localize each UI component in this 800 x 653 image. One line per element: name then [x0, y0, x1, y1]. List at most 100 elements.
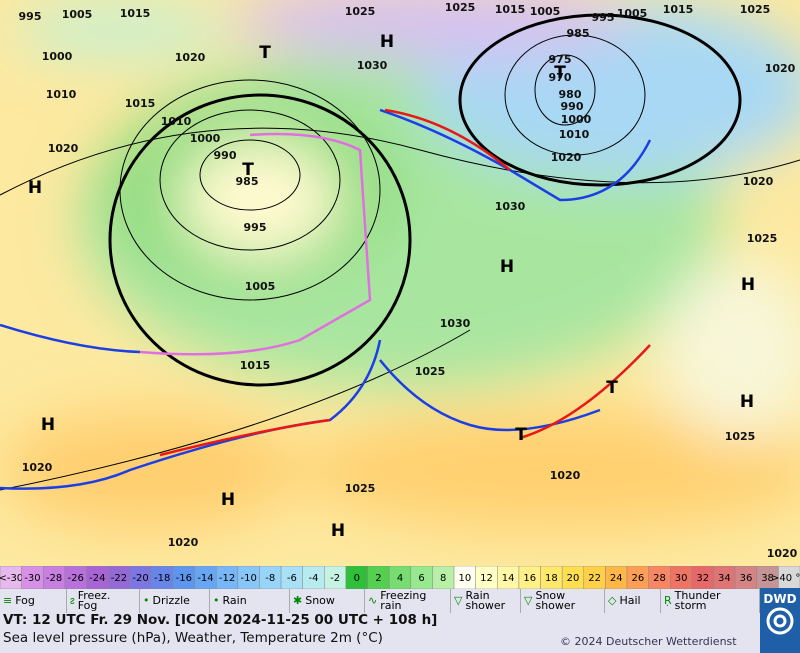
- isobar-label: 1000: [42, 50, 73, 63]
- scale-label: 26: [631, 573, 644, 584]
- pressure-center: H: [740, 392, 754, 412]
- map: 995 1005 1015 1025 1025 1015 1005 995 1005 1015 10…: [0, 0, 800, 566]
- legend-icon: ◇: [608, 594, 617, 607]
- scale-label: -8: [265, 573, 275, 584]
- legend-label: Freezing rain: [380, 589, 427, 612]
- isobar-label: 1025: [725, 430, 756, 443]
- legend-icon: ▽: [524, 594, 533, 607]
- isobar-label: 1025: [445, 1, 476, 14]
- scale-label: -18: [154, 573, 170, 584]
- scale-label: -28: [46, 573, 62, 584]
- scale-label: 14: [502, 573, 515, 584]
- isobar-label: 1010: [46, 88, 77, 101]
- legend-icon: ≡: [3, 594, 13, 607]
- legend-icon: Ṛ: [664, 594, 672, 607]
- isobar-label: 1020: [743, 175, 774, 188]
- legend-icon: ᴤ: [70, 594, 75, 607]
- scale-label: 2: [375, 573, 381, 584]
- legend-icon: ∿: [368, 594, 378, 607]
- scale-label: >40 °C: [771, 573, 800, 584]
- pressure-center: T: [515, 425, 527, 445]
- scale-label: -22: [111, 573, 127, 584]
- scale-label: 30: [675, 573, 688, 584]
- temperature-field: [0, 0, 800, 530]
- valid-time: VT: 12 UTC Fr. 29 Nov. [ICON 2024-11-25 …: [3, 612, 438, 628]
- legend-icon: ▽: [454, 594, 463, 607]
- isobar-label: 1000: [561, 113, 592, 126]
- scale-label: -26: [68, 573, 84, 584]
- isobar-label: 970: [549, 71, 572, 84]
- legend-label: Thunder storm: [674, 589, 721, 612]
- isobar-label: 1005: [530, 5, 561, 18]
- dwd-logo: DWD: [760, 588, 800, 653]
- isobars: [0, 13, 800, 491]
- legend-icon: •: [143, 594, 150, 607]
- scale-label: 4: [397, 573, 403, 584]
- isobar-label: 1005: [62, 8, 93, 21]
- isobar-label: 1020: [22, 461, 53, 474]
- isobar-label: 1000: [190, 132, 221, 145]
- scale-label: 0: [354, 573, 360, 584]
- scale-label: -10: [240, 573, 256, 584]
- scale-label: 38: [761, 573, 774, 584]
- legend-item: ◇ Hail: [605, 589, 661, 613]
- legend-label: Rain: [222, 594, 247, 607]
- isobar-label: 995: [19, 10, 42, 23]
- legend-label: Snow: [305, 594, 335, 607]
- isobar-label: 1020: [175, 51, 206, 64]
- isobar-label: 1015: [240, 359, 271, 372]
- legend-item: • Rain: [210, 589, 290, 613]
- isobar-label: 1020: [551, 151, 582, 164]
- legend-item: • Drizzle: [140, 589, 210, 613]
- pressure-center: H: [380, 32, 394, 52]
- isobar-label: 985: [236, 175, 259, 188]
- weather-legend: ≡ Fog ᴤ Freez. Fog • Drizzle • Rain ✱ Snow ∿ Freezi…: [0, 589, 760, 613]
- isobar-label: 1015: [495, 3, 526, 16]
- isobar-label: 1020: [48, 142, 79, 155]
- isobar-label: 990: [214, 149, 237, 162]
- pressure-center: H: [741, 275, 755, 295]
- legend-icon: •: [213, 594, 220, 607]
- pressure-center: H: [500, 257, 514, 277]
- scale-label: 6: [418, 573, 424, 584]
- isobar-label: 1020: [168, 536, 199, 549]
- scale-label: -4: [309, 573, 319, 584]
- pressure-center: T: [554, 63, 566, 83]
- scale-label: 22: [588, 573, 601, 584]
- isobar-label: 1005: [245, 280, 276, 293]
- legend-item: ≡ Fog: [0, 589, 67, 613]
- isobar-label: 1025: [740, 3, 771, 16]
- scale-label: 32: [696, 573, 709, 584]
- isobar-label: 1015: [120, 7, 151, 20]
- scale-label: 18: [545, 573, 558, 584]
- scale-label: -14: [197, 573, 213, 584]
- legend-label: Hail: [619, 594, 641, 607]
- scale-label: 16: [523, 573, 536, 584]
- isobar-label: 1030: [357, 59, 388, 72]
- isobar-label: 1025: [345, 482, 376, 495]
- scale-label: -2: [330, 573, 340, 584]
- pressure-center: H: [28, 178, 42, 198]
- legend-item: ∿ Freezing rain: [365, 589, 451, 613]
- isobar-label: 1025: [345, 5, 376, 18]
- scale-label: 28: [653, 573, 666, 584]
- legend-label: Snow shower: [535, 589, 576, 612]
- isobar-label: 1020: [550, 469, 581, 482]
- scale-label: -12: [219, 573, 235, 584]
- logo-swirl: [766, 607, 794, 635]
- isobar-label: 985: [567, 27, 590, 40]
- legend-item: Ṛ Thunder storm: [661, 589, 760, 613]
- scale-label: 36: [740, 573, 753, 584]
- pressure-center: H: [221, 490, 235, 510]
- isobar-label: 1030: [440, 317, 471, 330]
- isobar-label: 995: [244, 221, 267, 234]
- scale-label: 8: [440, 573, 446, 584]
- isobar-label: 995: [592, 11, 615, 24]
- logo-text: DWD: [763, 592, 797, 606]
- isobar-label: 1025: [415, 365, 446, 378]
- pressure-center: T: [606, 378, 618, 398]
- isobar-label: 1030: [495, 200, 526, 213]
- isobar-label: 1025: [747, 232, 778, 245]
- isobar-label: 980: [559, 88, 582, 101]
- scale-label: -30: [24, 573, 40, 584]
